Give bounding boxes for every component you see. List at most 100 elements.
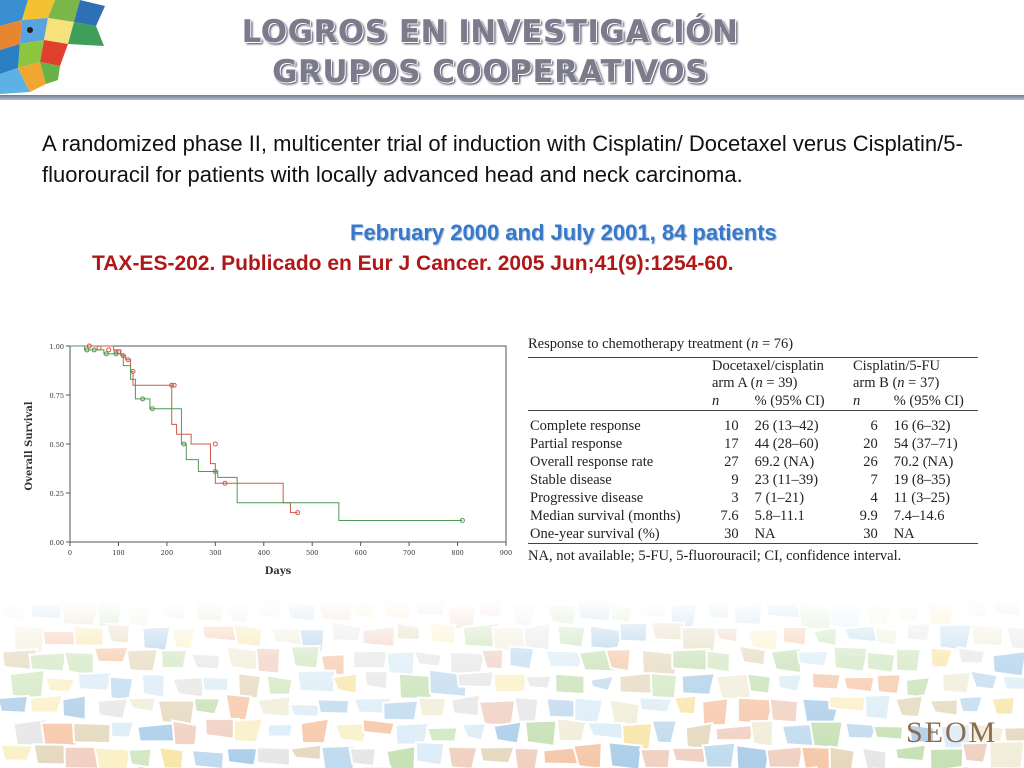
x-tick-label: 500 [306, 549, 318, 557]
caption-text: Response to chemotherapy treatment ( [528, 336, 752, 352]
censor-mark [103, 351, 109, 357]
arm-b-pct-value: 11 (3–25) [893, 489, 950, 506]
title-line-2: GRUPOS COOPERATIVOS [272, 54, 708, 90]
response-table-grid: Docetaxel/cisplatin arm A (n = 39) Cispl… [528, 357, 978, 544]
y-tick-label: 1.00 [50, 343, 64, 351]
arm-b-n-value: 26 [863, 453, 878, 470]
arm-a-n: n [755, 375, 763, 391]
arm-b-n-value: 7 [870, 471, 878, 488]
censor-mark [212, 468, 218, 474]
arm-b-pct-value: 16 (6–32) [893, 417, 951, 434]
study-description: A randomized phase II, multicenter trial… [42, 131, 963, 187]
y-tick-label: 0.00 [50, 539, 64, 547]
x-tick-label: 800 [451, 549, 463, 557]
arm-b-n-value: 20 [863, 435, 878, 452]
arm-a-n-value: 27 [724, 453, 739, 470]
table-row: Progressive disease 3 7 (1–21) 4 11 (3–25) [528, 489, 978, 507]
x-tick-label: 0 [68, 549, 72, 557]
x-tick-label: 600 [354, 549, 366, 557]
arm-a-n-value: 9 [731, 471, 739, 488]
row-label: One-year survival (%) [528, 525, 710, 544]
table-row: Median survival (months) 7.6 5.8–11.1 9.9 7.… [528, 507, 978, 525]
caption-count: = 76) [758, 336, 794, 352]
censor-mark [149, 406, 155, 412]
arm-b-count: arm B (n = 37) [853, 375, 976, 392]
arm-a-pct-value: 69.2 (NA) [754, 453, 815, 470]
arm-a-pct-value: 23 (11–39) [754, 471, 819, 488]
x-tick-label: 700 [403, 549, 415, 557]
arm-b-pct-value: 7.4–14.6 [893, 507, 945, 524]
study-dates: February 2000 and July 2001, 84 patients [350, 220, 777, 245]
arm-b-name: Cisplatin/5-FU [852, 358, 940, 374]
x-tick-label: 100 [112, 549, 124, 557]
col-pct-a: % (95% CI) [752, 392, 845, 411]
censor-mark [91, 347, 97, 353]
arm-b-pct-value: NA [891, 525, 978, 544]
mosaic-logo-icon [0, 0, 120, 94]
censor-mark [222, 480, 228, 486]
x-tick-label: 300 [209, 549, 221, 557]
censor-mark [125, 357, 131, 363]
censor-mark [459, 517, 465, 523]
censor-mark [169, 382, 175, 388]
arm-b-n-value: 6 [870, 417, 878, 434]
row-label: Progressive disease [530, 489, 644, 506]
table-row: Stable disease 9 23 (11–39) 7 19 (8–35) [528, 471, 978, 489]
table-row: Complete response 10 26 (13–42) 6 16 (6–32) [528, 417, 978, 435]
y-tick-label: 0.25 [50, 490, 64, 498]
arm-a-count: arm A (n = 39) [712, 375, 843, 392]
arm-a-n-value: 3 [731, 489, 739, 506]
table-subheader-row: n % (95% CI) n % (95% CI) [528, 392, 978, 411]
arm-b-n: n [897, 375, 905, 391]
publication-citation: TAX-ES-202. Publicado en Eur J Cancer. 2… [92, 252, 734, 275]
mosaic-decoration [0, 600, 1024, 768]
arm-a-header: Docetaxel/cisplatin arm A (n = 39) [710, 357, 845, 392]
y-tick-label: 0.50 [50, 441, 64, 449]
arm-b-n-value: 30 [844, 525, 892, 544]
y-axis-label: Overall Survival [24, 401, 35, 490]
arm-b-prefix: arm B ( [852, 375, 898, 391]
arm-a-n-value: 30 [710, 525, 753, 544]
title-line-1: LOGROS EN INVESTIGACIÓN [241, 14, 739, 50]
arm-a-n-value: 10 [724, 417, 739, 434]
arm-a-n-value: 7.6 [720, 507, 739, 524]
arm-a-pct-value: 44 (28–60) [754, 435, 819, 452]
table-header-row: Docetaxel/cisplatin arm A (n = 39) Cispl… [528, 357, 978, 392]
table-footnote: NA, not available; 5-FU, 5-fluorouracil;… [528, 548, 902, 564]
survival-chart: 0.00 0.25 0.50 0.75 1.00 0 100 200 300 400 500 600 7… [24, 343, 512, 577]
row-label: Stable disease [530, 471, 612, 488]
censor-mark [181, 441, 187, 447]
arm-a-pct-value: 7 (1–21) [754, 489, 805, 506]
page-title: LOGROS EN INVESTIGACIÓN GRUPOS COOPERATI… [130, 12, 850, 92]
plot-frame [69, 345, 507, 543]
y-tick-label: 0.75 [50, 392, 64, 400]
table-caption: Response to chemotherapy treatment (n = … [528, 336, 978, 353]
table-row: Overall response rate 27 69.2 (NA) 26 70.2 (… [528, 453, 978, 471]
survival-curve-green [70, 345, 463, 521]
col-pct-b: % (95% CI) [891, 392, 978, 411]
caption-n: n [751, 336, 759, 352]
censor-mark [212, 441, 218, 447]
censor-mark [84, 347, 90, 353]
row-label: Overall response rate [530, 453, 654, 470]
response-table: Response to chemotherapy treatment (n = … [528, 336, 978, 565]
arm-b-pct-value: 70.2 (NA) [893, 453, 954, 470]
arm-a-pct-value: NA [752, 525, 845, 544]
row-label: Median survival (months) [530, 507, 681, 524]
arm-a-name: Docetaxel/cisplatin [712, 358, 824, 374]
arm-b-pct-value: 19 (8–35) [893, 471, 951, 488]
arm-a-pct-value: 5.8–11.1 [754, 507, 805, 524]
col-n-b: n [844, 392, 892, 411]
censor-mark [106, 347, 112, 353]
row-label: Partial response [530, 435, 623, 452]
table-row: One-year survival (%) 30 NA 30 NA [528, 525, 978, 544]
seom-logo: SEOM [906, 716, 998, 749]
arm-b-header: Cisplatin/5-FU arm B (n = 37) [844, 357, 978, 392]
arm-a-suffix: = 39) [762, 375, 798, 391]
arm-b-n-value: 4 [870, 489, 878, 506]
censor-mark [140, 396, 146, 402]
arm-b-suffix: = 37) [904, 375, 940, 391]
arm-a-pct-value: 26 (13–42) [754, 417, 819, 434]
x-tick-label: 900 [500, 549, 512, 557]
header-divider [0, 95, 1024, 100]
